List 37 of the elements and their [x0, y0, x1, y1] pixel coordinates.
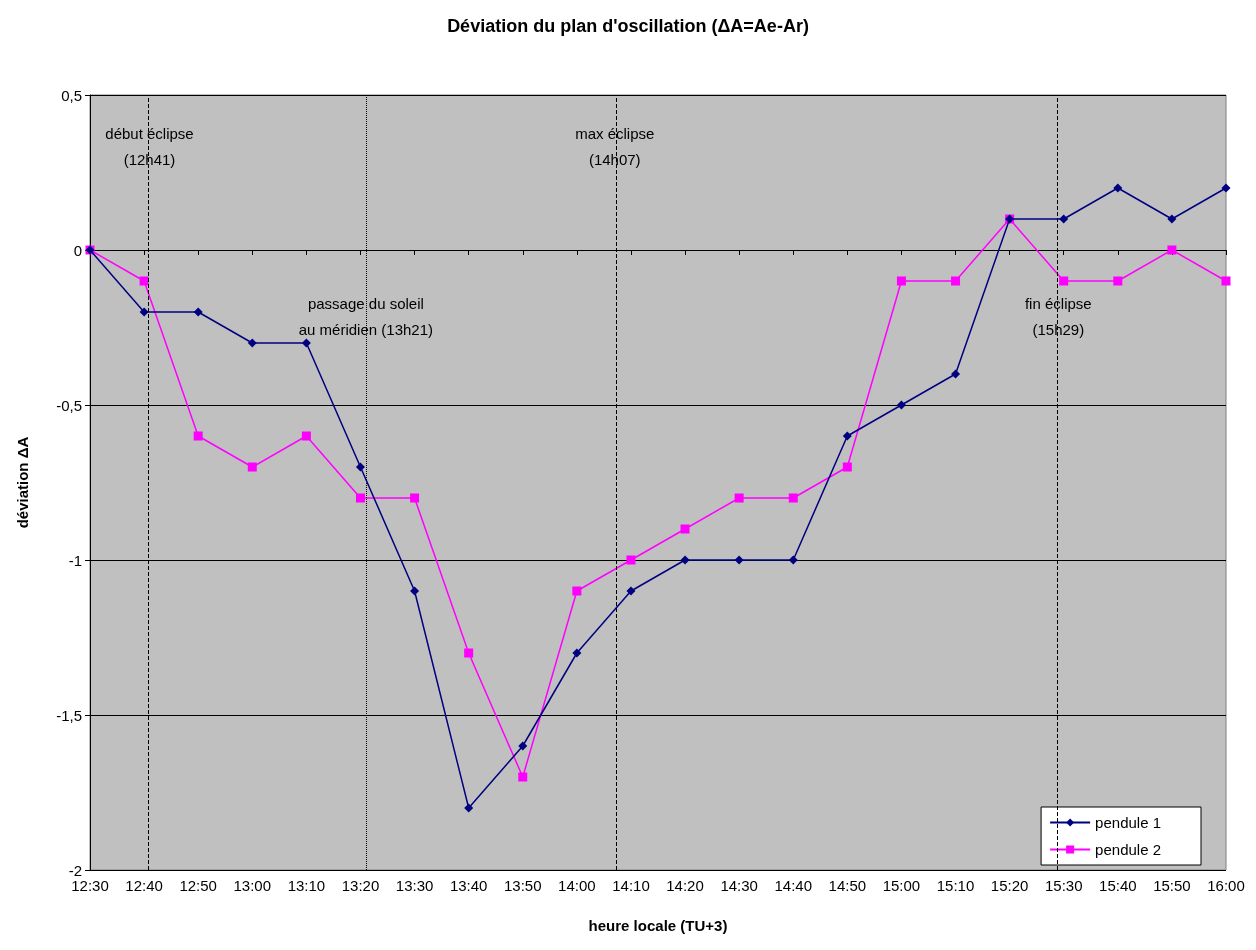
y-tick-label: -1,5 [56, 706, 82, 724]
y-tick-label: -0,5 [56, 396, 82, 414]
chart-title: Déviation du plan d'oscillation (ΔA=Ae-Ar) [447, 16, 809, 36]
x-tick-label: 14:40 [774, 877, 813, 894]
x-tick-label: 13:30 [395, 877, 434, 894]
y-tick-label: -1 [68, 551, 82, 569]
y-tick-label: -2 [68, 861, 82, 879]
x-tick-label: 16:00 [1207, 877, 1245, 894]
y-tick-label: 0,5 [61, 86, 82, 104]
ref-line-label: fin éclipse (15h29) [1024, 294, 1092, 338]
x-tick-label: 12:50 [179, 877, 217, 894]
x-tick-label: 13:50 [503, 877, 542, 894]
x-tick-label: 15:30 [1044, 877, 1083, 894]
legend-label: pendule 2 [1095, 841, 1162, 858]
x-tick-label: 12:30 [71, 877, 109, 894]
y-axis-title: déviation ΔA [14, 436, 31, 529]
x-tick-label: 13:00 [233, 877, 272, 894]
x-tick-label: 14:30 [720, 877, 758, 894]
x-tick-label: 12:40 [125, 877, 163, 894]
x-tick-label: 15:20 [990, 877, 1029, 894]
x-tick-label: 13:20 [341, 877, 380, 894]
ref-line-label: début éclipse (12h41) [105, 124, 194, 168]
x-axis-title: heure locale (TU+3) [588, 917, 728, 934]
x-tick-label: 14:50 [828, 877, 867, 894]
x-tick-label: 13:10 [287, 877, 326, 894]
x-tick-label: 14:00 [558, 877, 596, 894]
x-tick-label: 15:50 [1153, 877, 1191, 894]
x-tick-label: 15:00 [882, 877, 921, 894]
x-tick-label: 14:10 [612, 877, 650, 894]
y-tick-label: 0 [73, 241, 82, 259]
legend-label: pendule 1 [1095, 814, 1162, 831]
x-tick-label: 15:10 [936, 877, 975, 894]
ref-line-label: passage du soleil au méridien (13h21) [298, 294, 434, 338]
x-tick-label: 13:40 [449, 877, 488, 894]
x-tick-label: 14:20 [666, 877, 704, 894]
ref-line-label: max éclipse (14h07) [575, 124, 655, 168]
x-tick-label: 15:40 [1099, 877, 1137, 894]
